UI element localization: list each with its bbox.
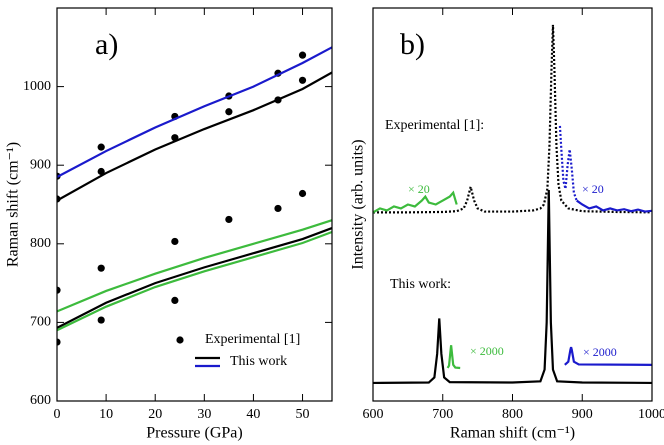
data-line bbox=[446, 345, 461, 370]
x-tick-label: 10 bbox=[99, 407, 113, 422]
data-line bbox=[57, 219, 332, 313]
plot-area bbox=[57, 46, 332, 346]
data-line bbox=[564, 346, 652, 366]
legend-marker bbox=[176, 336, 184, 344]
data-point bbox=[97, 143, 105, 151]
data-point bbox=[298, 76, 307, 84]
annotation: Experimental [1]: bbox=[385, 118, 484, 133]
y-tick-label: 1000 bbox=[23, 79, 51, 94]
x-tick-label: 1000 bbox=[638, 407, 664, 422]
annotation: × 2000 bbox=[470, 344, 504, 358]
annotation: This work: bbox=[390, 277, 451, 292]
data-point bbox=[298, 189, 307, 198]
plot-frame bbox=[56, 7, 333, 402]
data-line bbox=[558, 125, 578, 201]
x-tick-label: 700 bbox=[432, 407, 453, 422]
data-point bbox=[171, 237, 179, 246]
data-line bbox=[373, 24, 652, 214]
data-line bbox=[373, 190, 458, 214]
annotation: a) bbox=[95, 28, 118, 61]
data-line bbox=[57, 230, 332, 332]
plot-area bbox=[373, 24, 652, 385]
data-point bbox=[171, 296, 179, 304]
y-tick-label: 700 bbox=[30, 315, 51, 330]
data-point bbox=[225, 215, 233, 224]
panel: 600 700 800 900 1000 Raman shift (cm⁻¹) Intens… bbox=[350, 7, 664, 442]
y-tick-label: 900 bbox=[30, 157, 51, 172]
y-tick-label: 800 bbox=[30, 236, 51, 251]
data-point bbox=[97, 316, 105, 324]
data-point bbox=[225, 108, 233, 116]
data-line bbox=[57, 46, 332, 178]
data-line bbox=[57, 71, 332, 202]
x-tick-label: 30 bbox=[197, 407, 211, 422]
data-point bbox=[97, 264, 105, 272]
x-tick-label: 50 bbox=[296, 407, 310, 422]
x-axis-title: Raman shift (cm⁻¹) bbox=[450, 425, 575, 442]
x-tick-label: 40 bbox=[246, 407, 260, 422]
annotation: × 20 bbox=[408, 182, 430, 196]
x-tick-label: 600 bbox=[363, 407, 384, 422]
data-line bbox=[576, 199, 652, 213]
data-point bbox=[97, 167, 105, 176]
panel: 0 10 20 30 40 50 600 700 800 900 1000 Pressure (GPa… bbox=[5, 7, 333, 442]
legend-label: Experimental [1] bbox=[205, 332, 300, 347]
data-line bbox=[373, 189, 652, 385]
plot-frame bbox=[372, 7, 653, 402]
data-point bbox=[57, 286, 61, 294]
x-tick-label: 0 bbox=[54, 407, 61, 422]
annotation: × 2000 bbox=[583, 345, 617, 359]
x-tick-label: 20 bbox=[148, 407, 162, 422]
data-point bbox=[57, 338, 61, 346]
x-tick-label: 900 bbox=[572, 407, 593, 422]
data-point bbox=[274, 204, 282, 213]
data-line bbox=[57, 227, 332, 329]
legend-label: This work bbox=[230, 354, 287, 369]
data-point bbox=[298, 51, 307, 59]
y-axis-title: Intensity (arb. units) bbox=[350, 139, 367, 269]
y-axis-title: Raman shift (cm⁻¹) bbox=[5, 142, 22, 267]
y-tick-label: 600 bbox=[30, 393, 51, 408]
annotation: × 20 bbox=[582, 182, 604, 196]
annotation: b) bbox=[400, 28, 425, 61]
x-axis-title: Pressure (GPa) bbox=[146, 425, 242, 442]
x-tick-label: 800 bbox=[502, 407, 523, 422]
